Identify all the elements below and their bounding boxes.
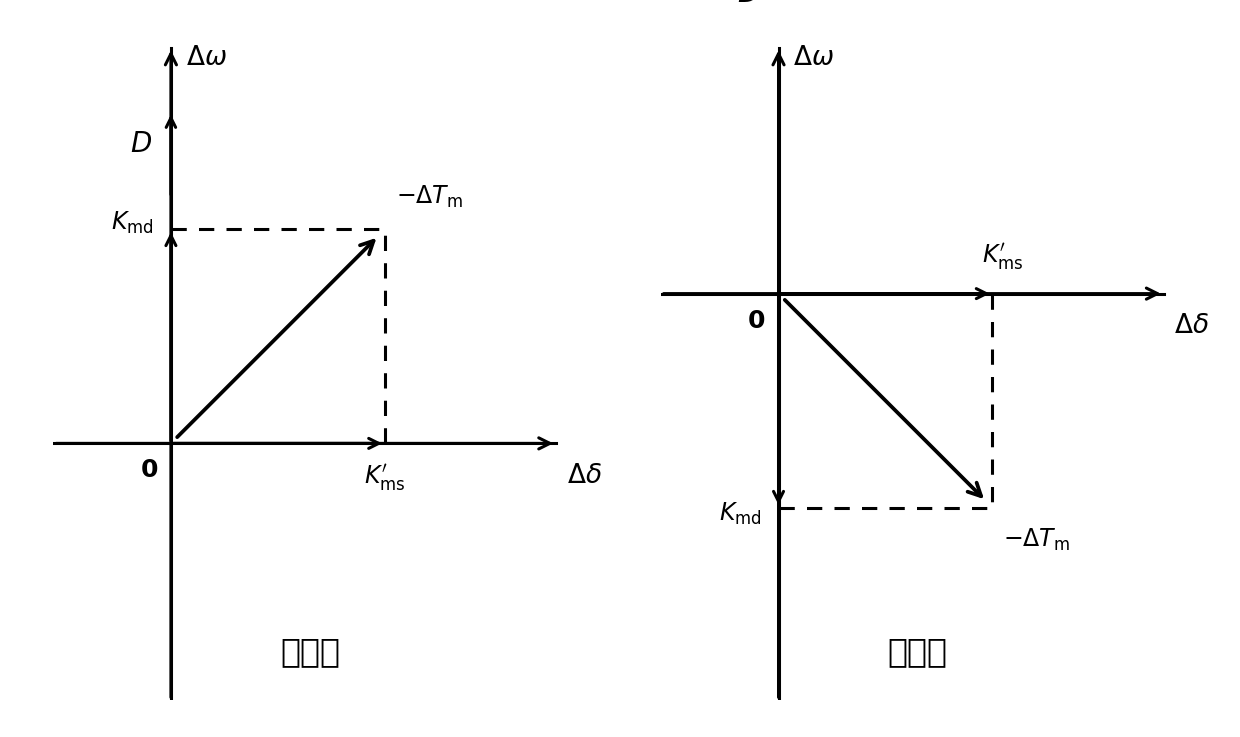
- Text: $K_{\rm ms}'$: $K_{\rm ms}'$: [365, 463, 405, 493]
- Text: $D$: $D$: [738, 0, 759, 8]
- Text: $D$: $D$: [130, 130, 151, 158]
- Text: $K_{\rm md}$: $K_{\rm md}$: [719, 501, 761, 527]
- Text: $\Delta\delta$: $\Delta\delta$: [1174, 313, 1209, 339]
- Text: $K_{\rm md}$: $K_{\rm md}$: [112, 210, 154, 236]
- Text: $\Delta\omega$: $\Delta\omega$: [794, 46, 835, 71]
- Text: $-\Delta T_{\rm m}$: $-\Delta T_{\rm m}$: [1003, 527, 1070, 553]
- Text: 负阳尼: 负阳尼: [888, 635, 947, 668]
- Text: $\mathbf{0}$: $\mathbf{0}$: [748, 309, 765, 332]
- Text: $\Delta\omega$: $\Delta\omega$: [186, 46, 227, 71]
- Text: $-\Delta T_{\rm m}$: $-\Delta T_{\rm m}$: [396, 184, 463, 210]
- Text: $\Delta\delta$: $\Delta\delta$: [567, 463, 601, 489]
- Text: $\mathbf{0}$: $\mathbf{0}$: [140, 458, 157, 482]
- Text: $K_{\rm ms}'$: $K_{\rm ms}'$: [982, 242, 1023, 272]
- Text: 正阳尼: 正阳尼: [280, 635, 340, 668]
